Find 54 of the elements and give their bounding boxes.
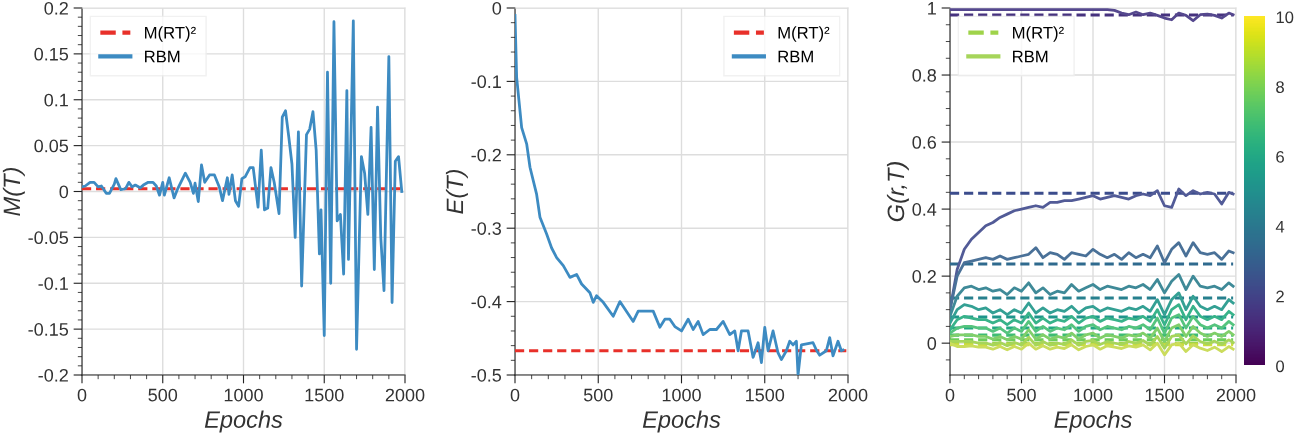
y-tick-label: -0.2 xyxy=(471,148,501,162)
x-tick-label: 2000 xyxy=(1216,388,1256,402)
y-tick-label: -0.1 xyxy=(471,75,501,89)
color-bar-label: 8 xyxy=(1276,81,1284,93)
y-tick-label: -0.15 xyxy=(28,323,69,336)
y-tick-label: -0.5 xyxy=(471,368,502,382)
x-tick-label: 0 xyxy=(945,388,955,402)
y-tick-label: 0 xyxy=(927,337,937,350)
x-tick-label: 0 xyxy=(510,388,520,402)
legend-label: M(RT)² xyxy=(1013,26,1064,42)
x-tick-label: 1000 xyxy=(662,388,701,402)
x-tick-label: 1500 xyxy=(746,388,785,402)
y-tick-label: -0.2 xyxy=(38,368,68,382)
x-tick-label: 0 xyxy=(77,388,87,402)
y-tick-label: 1 xyxy=(928,2,936,15)
x-tick-label: 2000 xyxy=(828,388,868,402)
y-tick-label: 0 xyxy=(59,185,69,199)
y-tick-label: 0.05 xyxy=(34,139,69,153)
y-tick-label: 0 xyxy=(492,1,502,15)
color-bar-label: 6 xyxy=(1276,151,1284,163)
color-bar-label: 2 xyxy=(1276,290,1284,303)
color-bar-label: 0 xyxy=(1276,360,1285,373)
x-axis-title: Epochs xyxy=(642,410,721,433)
y-tick-label: 0.15 xyxy=(34,47,69,61)
x-tick-label: 500 xyxy=(583,388,613,402)
y-tick-label: 0.8 xyxy=(912,68,937,82)
x-tick-label: 1500 xyxy=(305,388,344,402)
y-tick-label: 0.1 xyxy=(44,93,68,107)
x-axis-title: Epochs xyxy=(204,410,283,433)
legend-label: M(RT)² xyxy=(778,26,830,42)
y-axis-title: E(T) xyxy=(445,169,468,214)
y-tick-label: 0.4 xyxy=(912,203,937,216)
x-tick-label: 1000 xyxy=(224,388,263,402)
legend-label: RBM xyxy=(1013,50,1048,63)
y-tick-label: -0.4 xyxy=(471,295,502,309)
y-tick-label: -0.05 xyxy=(28,231,69,245)
x-tick-label: 2000 xyxy=(385,388,425,402)
legend-label: M(RT)² xyxy=(145,26,196,42)
x-axis-title: Epochs xyxy=(1054,410,1132,433)
x-tick-label: 1000 xyxy=(1074,388,1113,402)
y-tick-label: 0.2 xyxy=(912,270,936,283)
color-bar-label: 4 xyxy=(1275,220,1285,233)
y-axis-title: M(T) xyxy=(2,168,25,216)
x-tick-label: 1500 xyxy=(1145,388,1184,402)
legend-label: RBM xyxy=(778,50,813,63)
y-tick-label: 0.2 xyxy=(44,1,68,15)
color-bar-label: 10 xyxy=(1276,11,1294,24)
x-tick-label: 500 xyxy=(1007,388,1036,402)
y-tick-label: -0.1 xyxy=(38,277,68,290)
y-tick-label: -0.3 xyxy=(471,222,502,235)
legend-label: RBM xyxy=(145,50,180,63)
y-axis-title: G(r,T) xyxy=(886,162,909,222)
y-tick-label: 0.6 xyxy=(912,136,937,149)
x-tick-label: 500 xyxy=(148,388,178,402)
